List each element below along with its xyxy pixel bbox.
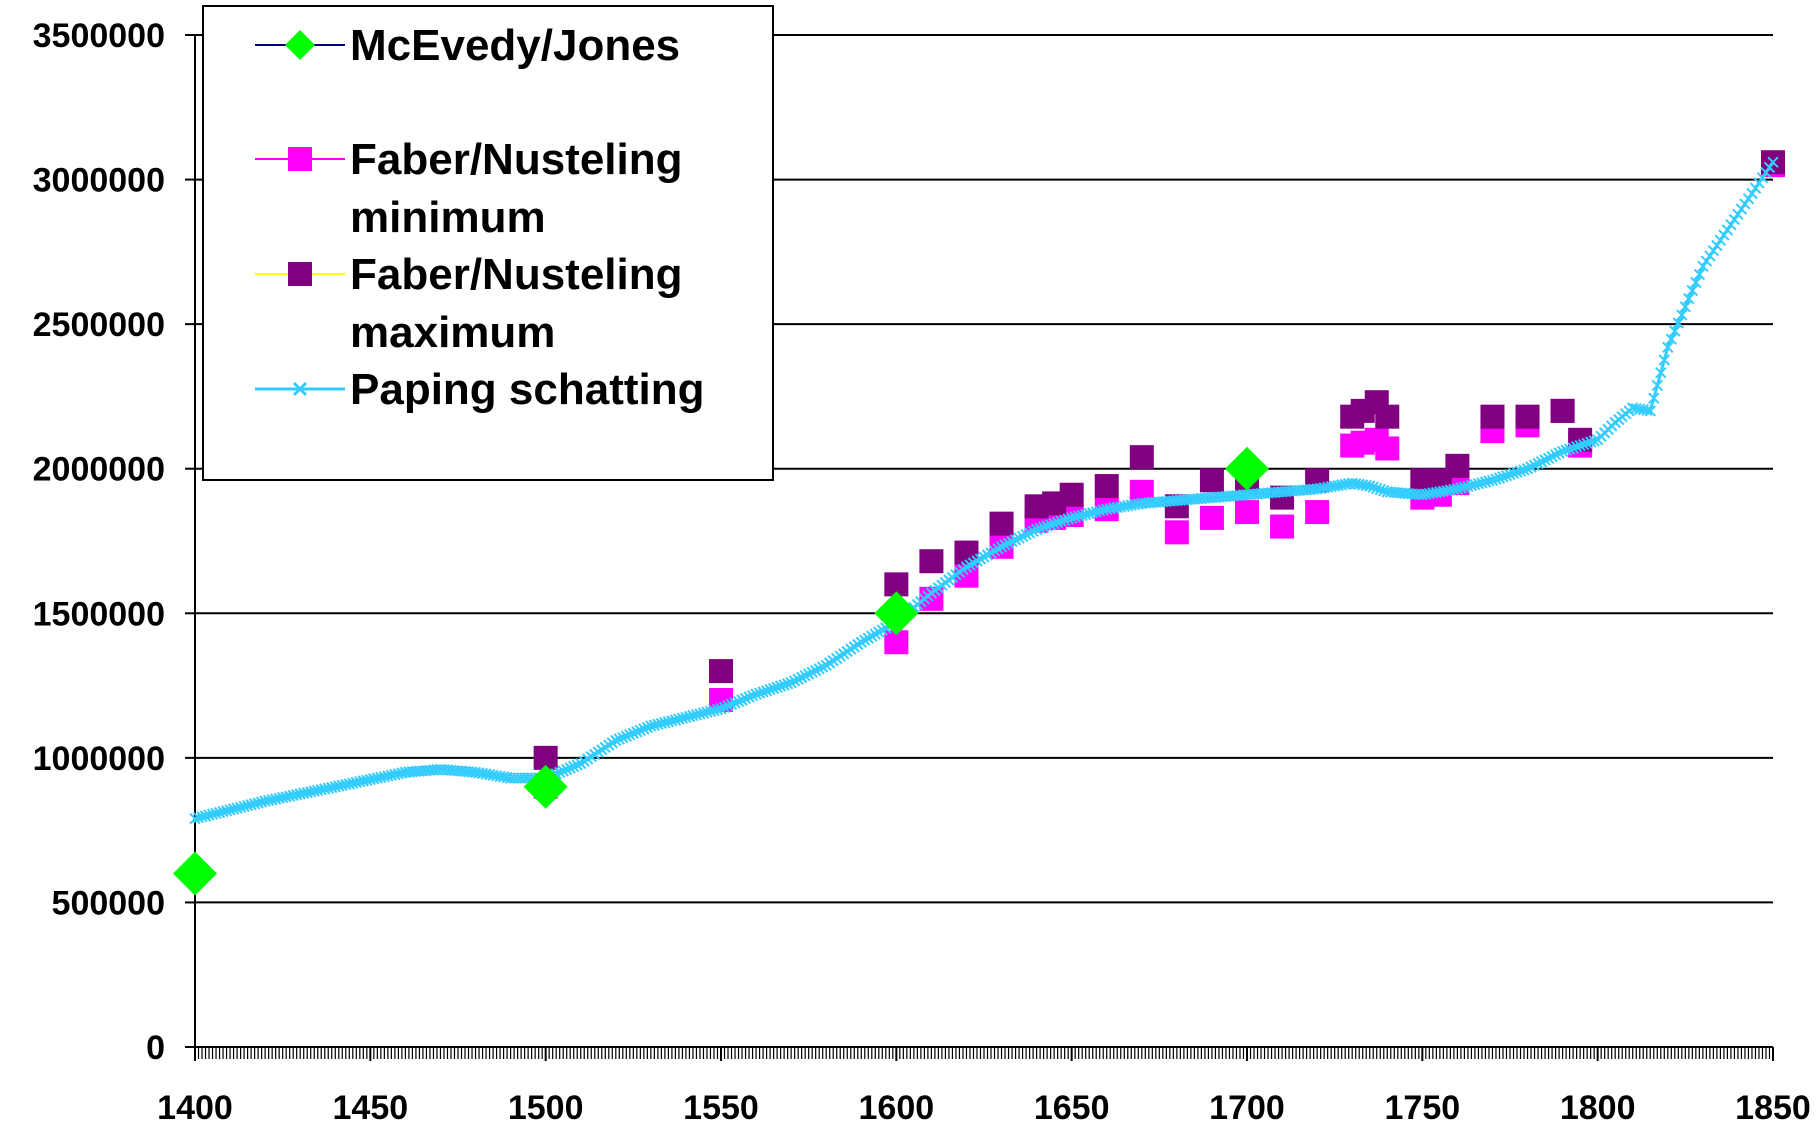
y-tick-labels: 0 500000 1000000 1500000 2000000 2500000 30000… bbox=[33, 17, 165, 1067]
x-tick-labels: 1400 1450 1500 1550 1600 1650 1700 1750 1800 1850 bbox=[157, 1047, 1811, 1125]
faber-min-point bbox=[1235, 500, 1259, 525]
faber-max-point bbox=[1199, 468, 1224, 493]
mcevedy-point bbox=[173, 851, 217, 896]
legend-entry-faber-minimum: Faber/Nusteling minimum bbox=[255, 135, 683, 242]
faber-min-point bbox=[1164, 520, 1189, 545]
faber-min-point bbox=[1305, 500, 1330, 525]
faber-max-point bbox=[1515, 404, 1540, 429]
legend: McEvedy/Jones Faber/Nusteling minimum Fa… bbox=[202, 5, 774, 481]
x-minor-tick-marks bbox=[194, 1047, 1774, 1059]
faber-max-point bbox=[919, 549, 944, 574]
faber-min-point bbox=[1270, 514, 1295, 539]
legend-x-marker bbox=[292, 381, 308, 397]
y-tick-label: 2000000 bbox=[33, 451, 165, 489]
legend-square-marker bbox=[288, 147, 312, 171]
faber-max-point bbox=[1129, 445, 1154, 470]
legend-label-faber-min-line1: Faber/Nusteling bbox=[350, 135, 683, 184]
faber-max-point bbox=[1059, 482, 1084, 507]
y-tick-label: 1500000 bbox=[33, 595, 165, 633]
x-tick-label: 1800 bbox=[1560, 1089, 1636, 1125]
legend-diamond-marker bbox=[285, 30, 315, 60]
mcevedy-point bbox=[1225, 446, 1269, 491]
x-tick-label: 1400 bbox=[157, 1089, 233, 1125]
x-tick-label: 1500 bbox=[508, 1089, 584, 1125]
x-minor-ticks bbox=[194, 1047, 1774, 1059]
x-tick-label: 1700 bbox=[1209, 1089, 1285, 1125]
legend-label-mcevedy: McEvedy/Jones bbox=[350, 21, 680, 70]
x-tick-label: 1750 bbox=[1385, 1089, 1461, 1125]
faber-max-point bbox=[1480, 404, 1505, 429]
faber-max-point bbox=[1445, 453, 1470, 478]
y-tick-label: 3500000 bbox=[33, 17, 165, 55]
x-tick-label: 1600 bbox=[859, 1089, 935, 1125]
legend-label-faber-max-line1: Faber/Nusteling bbox=[350, 250, 683, 299]
y-tick-label: 0 bbox=[146, 1029, 165, 1067]
mcevedy-point bbox=[523, 764, 568, 809]
x-tick-label: 1450 bbox=[333, 1089, 409, 1125]
faber-min-point bbox=[1375, 436, 1400, 461]
faber-max-point bbox=[1550, 398, 1575, 423]
legend-entry-mcevedy-jones: McEvedy/Jones bbox=[255, 21, 680, 70]
faber-max-point bbox=[1375, 404, 1400, 429]
x-tick-label: 1650 bbox=[1034, 1089, 1110, 1125]
faber-max-point bbox=[989, 511, 1014, 536]
legend-label-faber-min-line2: minimum bbox=[350, 193, 546, 242]
legend-label-paping: Paping schatting bbox=[350, 365, 704, 414]
legend-label-faber-max-line2: maximum bbox=[350, 308, 555, 357]
y-tick-label: 3000000 bbox=[33, 162, 165, 200]
y-tick-label: 1000000 bbox=[33, 740, 165, 778]
x-tick-label: 1550 bbox=[683, 1089, 759, 1125]
series-mcevedy-jones bbox=[173, 446, 1269, 896]
y-tick-label: 500000 bbox=[52, 884, 165, 922]
legend-box bbox=[202, 5, 774, 481]
legend-entry-faber-maximum: Faber/Nusteling maximum bbox=[255, 250, 683, 357]
legend-entry-paping: Paping schatting bbox=[255, 365, 704, 414]
legend-square-marker bbox=[288, 262, 312, 286]
x-tick-label: 1850 bbox=[1735, 1089, 1811, 1125]
faber-min-point bbox=[1199, 505, 1224, 530]
faber-max-point bbox=[1094, 474, 1119, 499]
y-tick-label: 2500000 bbox=[33, 306, 165, 344]
mcevedy-point bbox=[874, 591, 919, 636]
faber-max-point bbox=[709, 659, 733, 684]
